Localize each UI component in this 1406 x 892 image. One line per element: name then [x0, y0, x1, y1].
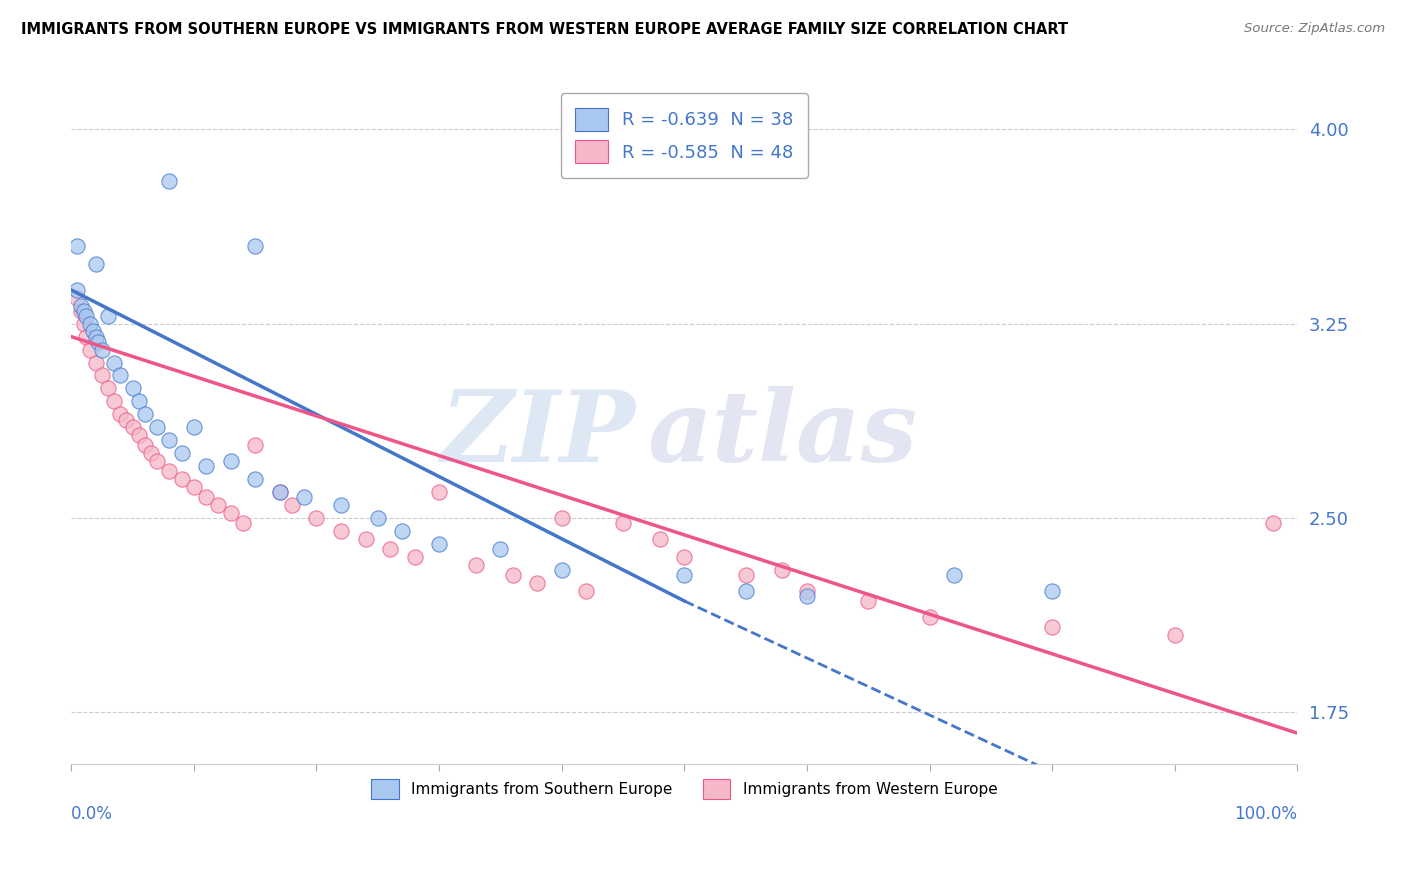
Point: [121, 420, 143, 434]
Point: [70, 299, 93, 313]
Text: 100.0%: 100.0%: [1234, 805, 1298, 823]
Point: [90, 343, 112, 357]
Point: [84, 329, 107, 343]
Point: [110, 408, 132, 422]
Point: [243, 438, 266, 452]
Point: [183, 420, 205, 434]
Point: [115, 412, 138, 426]
Point: [139, 446, 162, 460]
Legend: Immigrants from Southern Europe, Immigrants from Western Europe: Immigrants from Southern Europe, Immigra…: [366, 772, 1004, 805]
Point: [551, 511, 574, 525]
Point: [157, 464, 180, 478]
Point: [243, 472, 266, 486]
Point: [673, 549, 696, 564]
Point: [943, 568, 966, 582]
Point: [103, 394, 125, 409]
Point: [391, 524, 413, 538]
Point: [918, 609, 941, 624]
Point: [269, 485, 291, 500]
Point: [354, 532, 377, 546]
Point: [82, 325, 104, 339]
Point: [367, 511, 389, 525]
Point: [648, 532, 671, 546]
Point: [734, 583, 756, 598]
Point: [232, 516, 254, 531]
Point: [128, 394, 150, 409]
Point: [146, 454, 169, 468]
Point: [195, 459, 218, 474]
Point: [551, 563, 574, 577]
Point: [183, 480, 205, 494]
Point: [378, 542, 401, 557]
Point: [157, 434, 180, 448]
Point: [66, 239, 89, 253]
Point: [134, 408, 156, 422]
Point: [243, 239, 266, 253]
Point: [72, 317, 94, 331]
Point: [157, 174, 180, 188]
Text: IMMIGRANTS FROM SOUTHERN EUROPE VS IMMIGRANTS FROM WESTERN EUROPE AVERAGE FAMILY: IMMIGRANTS FROM SOUTHERN EUROPE VS IMMIG…: [21, 22, 1069, 37]
Point: [858, 594, 880, 608]
Point: [269, 485, 291, 500]
Point: [170, 472, 193, 486]
Point: [526, 575, 548, 590]
Point: [97, 309, 120, 323]
Point: [75, 329, 97, 343]
Point: [70, 303, 93, 318]
Point: [97, 381, 120, 395]
Text: 0.0%: 0.0%: [72, 805, 112, 823]
Point: [330, 498, 353, 512]
Point: [1040, 583, 1063, 598]
Point: [575, 583, 598, 598]
Point: [103, 355, 125, 369]
Point: [146, 420, 169, 434]
Point: [502, 568, 524, 582]
Point: [305, 511, 328, 525]
Point: [66, 291, 89, 305]
Point: [1164, 628, 1187, 642]
Point: [87, 334, 110, 349]
Point: [134, 438, 156, 452]
Point: [79, 317, 101, 331]
Point: [489, 542, 512, 557]
Point: [110, 368, 132, 383]
Point: [796, 589, 818, 603]
Point: [772, 563, 794, 577]
Point: [66, 283, 89, 297]
Point: [612, 516, 634, 531]
Point: [281, 498, 304, 512]
Point: [170, 446, 193, 460]
Point: [121, 381, 143, 395]
Point: [464, 558, 486, 572]
Point: [195, 491, 218, 505]
Point: [219, 454, 242, 468]
Text: ZIP: ZIP: [440, 386, 636, 483]
Text: atlas: atlas: [648, 386, 918, 483]
Point: [128, 428, 150, 442]
Point: [84, 355, 107, 369]
Point: [673, 568, 696, 582]
Point: [207, 498, 229, 512]
Point: [90, 368, 112, 383]
Point: [72, 303, 94, 318]
Point: [1261, 516, 1284, 531]
Point: [79, 343, 101, 357]
Point: [75, 309, 97, 323]
Point: [734, 568, 756, 582]
Point: [404, 549, 426, 564]
Point: [84, 257, 107, 271]
Point: [330, 524, 353, 538]
Point: [796, 583, 818, 598]
Point: [427, 485, 450, 500]
Point: [1040, 620, 1063, 634]
Point: [427, 537, 450, 551]
Point: [219, 506, 242, 520]
Text: Source: ZipAtlas.com: Source: ZipAtlas.com: [1244, 22, 1385, 36]
Point: [292, 491, 315, 505]
